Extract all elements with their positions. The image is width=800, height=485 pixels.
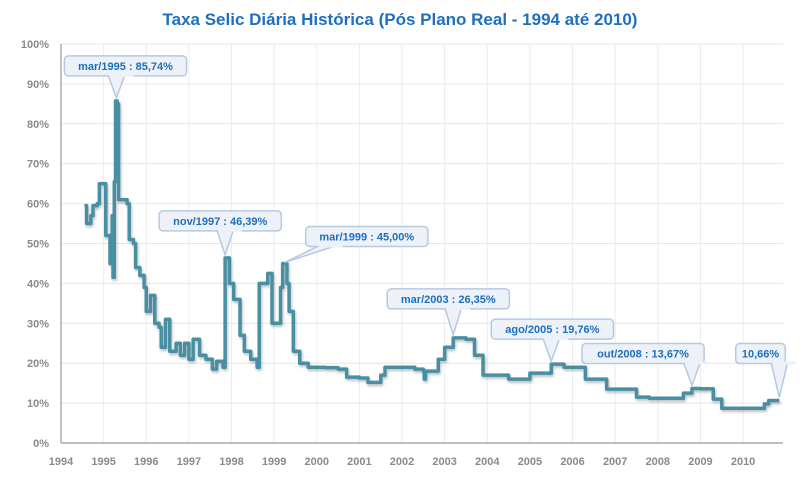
callout-tail [284, 245, 334, 264]
x-tick-label: 2001 [347, 456, 371, 468]
callout: nov/1997 : 46,39% [158, 210, 283, 258]
y-tick-label: 20% [27, 358, 49, 370]
y-tick-label: 60% [27, 199, 49, 211]
callout: 10,66% [734, 342, 797, 398]
x-tick-label: 2002 [390, 456, 414, 468]
x-tick-label: 1996 [134, 456, 158, 468]
callout-join [318, 244, 343, 248]
callout-tail [770, 363, 789, 398]
callout: out/2008 : 13,67% [581, 342, 709, 388]
callout: mar/1999 : 45,00% [284, 225, 429, 264]
callout-label: mar/2003 : 26,35% [401, 294, 496, 306]
y-tick-label: 0% [33, 438, 49, 450]
y-tick-label: 40% [27, 278, 49, 290]
y-tick-label: 100% [21, 39, 49, 51]
callout-label: mar/1995 : 85,74% [78, 61, 173, 73]
x-tick-label: 2000 [305, 456, 329, 468]
x-tick-label: 2007 [603, 456, 627, 468]
x-tick-label: 1997 [177, 456, 201, 468]
x-tick-label: 2003 [432, 456, 456, 468]
callout-join [544, 337, 569, 341]
y-tick-label: 30% [27, 318, 49, 330]
series-line [84, 99, 780, 411]
y-tick-label: 10% [27, 398, 49, 410]
callout-tail [107, 75, 126, 101]
y-tick-label: 80% [27, 119, 49, 131]
callout-join [772, 361, 797, 365]
callout-tail [444, 308, 462, 338]
x-tick-label: 2006 [560, 456, 584, 468]
callout-join [684, 361, 709, 365]
callout-box [581, 342, 705, 365]
callout-join [446, 306, 471, 310]
callout-label: nov/1997 : 46,39% [173, 216, 267, 228]
x-tick-label: 2005 [518, 456, 542, 468]
x-tick-label: 2008 [646, 456, 670, 468]
x-tick-label: 2004 [475, 456, 500, 468]
callout-label: ago/2005 : 19,76% [505, 324, 599, 336]
callout: mar/2003 : 26,35% [386, 288, 511, 338]
y-tick-label: 50% [27, 239, 49, 251]
callout-join [109, 73, 134, 77]
x-tick-label: 1999 [262, 456, 286, 468]
callout-tail [542, 338, 560, 364]
callout-label: mar/1999 : 45,00% [319, 231, 414, 243]
callout-tail [683, 363, 701, 388]
callout: mar/1995 : 85,74% [63, 55, 188, 101]
callout-box [734, 342, 787, 365]
y-tick-label: 90% [27, 79, 49, 91]
x-tick-label: 2010 [731, 456, 755, 468]
x-tick-label: 1994 [49, 456, 74, 468]
x-tick-label: 1998 [219, 456, 243, 468]
callout-join [218, 228, 243, 232]
callout-box [304, 225, 429, 248]
x-tick-label: 1995 [91, 456, 115, 468]
callout-tail [216, 230, 234, 258]
callout: ago/2005 : 19,76% [490, 318, 615, 364]
callout-label: out/2008 : 13,67% [597, 348, 689, 360]
x-tick-label: 2009 [688, 456, 712, 468]
callout-label: 10,66% [742, 348, 780, 360]
chart-title: Taxa Selic Diária Histórica (Pós Plano R… [162, 10, 638, 29]
y-tick-label: 70% [27, 159, 49, 171]
